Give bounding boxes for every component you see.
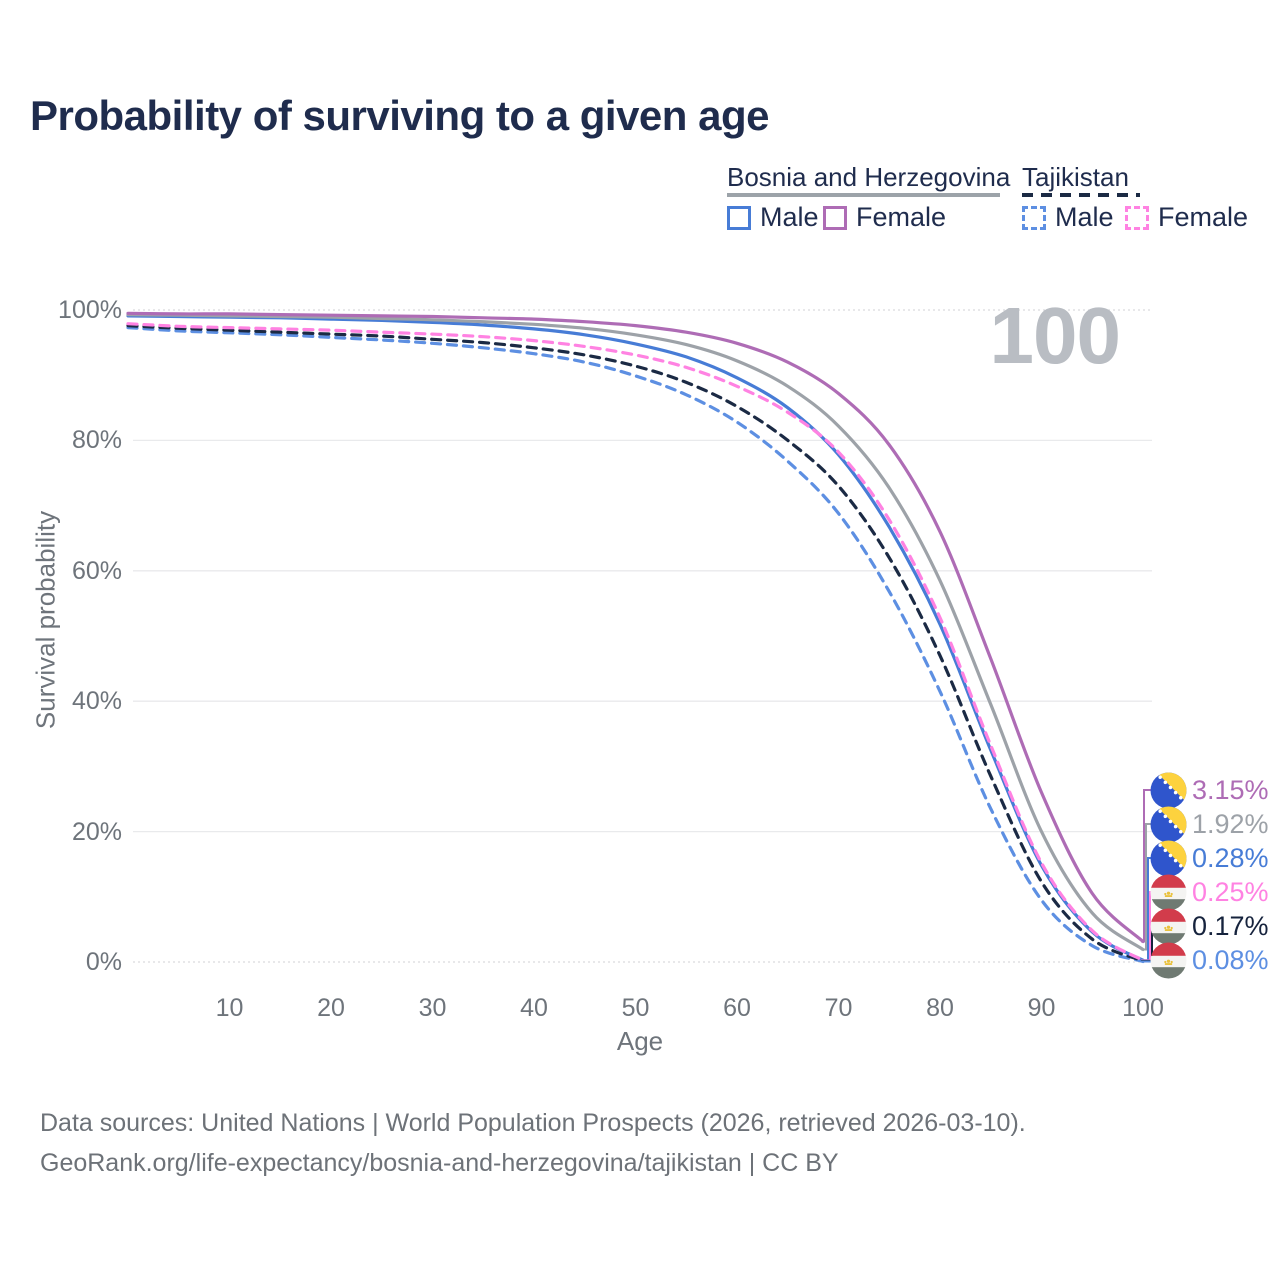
y-tick-label: 40%: [71, 687, 122, 716]
legend-item-label: Female: [1158, 202, 1249, 232]
end-label-row: 0.17%: [1150, 907, 1269, 945]
end-label-row: 3.15%: [1150, 771, 1269, 809]
legend-item-label: Male: [1055, 202, 1114, 232]
bosnia-flag-icon: [1150, 840, 1187, 877]
end-value: 1.92%: [1192, 808, 1269, 839]
end-value: 0.17%: [1192, 910, 1269, 941]
legend-group-tajikistan[interactable]: Tajikistan: [1022, 162, 1129, 192]
x-tick-label: 20: [317, 994, 345, 1022]
y-tick-label: 60%: [71, 556, 122, 585]
end-label-row: 0.28%: [1150, 839, 1269, 877]
tajikistan-flag-icon: [1150, 874, 1187, 911]
age-counter-watermark: 100: [989, 291, 1121, 380]
end-label-row: 0.08%: [1150, 941, 1269, 979]
line-swatch-icon: [1022, 205, 1046, 230]
end-value: 0.08%: [1192, 944, 1269, 975]
legend-item-label: Female: [856, 202, 947, 232]
end-value: 0.28%: [1192, 842, 1269, 873]
x-tick-label: 100: [1122, 994, 1164, 1022]
x-tick-label: 50: [621, 994, 650, 1022]
legend-item-bosnia-male[interactable]: Male: [727, 202, 819, 233]
x-tick-label: 80: [926, 994, 954, 1022]
end-label-row: 0.25%: [1150, 873, 1269, 911]
x-tick-label: 30: [418, 994, 447, 1022]
x-tick-label: 90: [1027, 994, 1056, 1022]
legend-item-tajikistan-male[interactable]: Male: [1022, 202, 1114, 233]
bosnia-flag-icon: [1150, 806, 1187, 843]
tajikistan-flag-icon: [1150, 942, 1187, 979]
data-sources-line: Data sources: United Nations | World Pop…: [40, 1109, 1026, 1137]
line-swatch-icon: [1125, 205, 1149, 230]
y-tick-label: 20%: [71, 817, 122, 846]
y-tick-label: 80%: [71, 426, 122, 455]
tajikistan-flag-icon: [1150, 908, 1187, 945]
x-tick-label: 40: [520, 994, 548, 1022]
legend-item-label: Male: [760, 202, 819, 232]
x-tick-label: 60: [723, 994, 751, 1022]
page-title: Probability of surviving to a given age: [30, 92, 769, 139]
attribution-line: GeoRank.org/life-expectancy/bosnia-and-h…: [40, 1149, 839, 1177]
x-tick-label: 10: [215, 994, 244, 1022]
x-axis-title: Age: [616, 1026, 664, 1056]
end-label-row: 1.92%: [1150, 805, 1269, 843]
legend-item-tajikistan-female[interactable]: Female: [1125, 202, 1248, 233]
legend-group-bosnia[interactable]: Bosnia and Herzegovina: [727, 162, 1011, 192]
end-value: 0.25%: [1192, 876, 1269, 907]
end-value: 3.15%: [1192, 774, 1269, 805]
bosnia-flag-icon: [1150, 772, 1187, 809]
x-tick-label: 70: [824, 994, 853, 1022]
y-axis-title: Survival probability: [30, 510, 61, 730]
line-swatch-icon: [727, 205, 751, 230]
line-swatch-icon: [823, 205, 847, 230]
y-tick-label: 0%: [85, 948, 122, 976]
y-tick-label: 100%: [58, 296, 122, 324]
legend-item-bosnia-female[interactable]: Female: [823, 202, 946, 233]
legend-underline-tajikistan: [1022, 193, 1140, 197]
legend-underline-bosnia: [727, 193, 1000, 197]
